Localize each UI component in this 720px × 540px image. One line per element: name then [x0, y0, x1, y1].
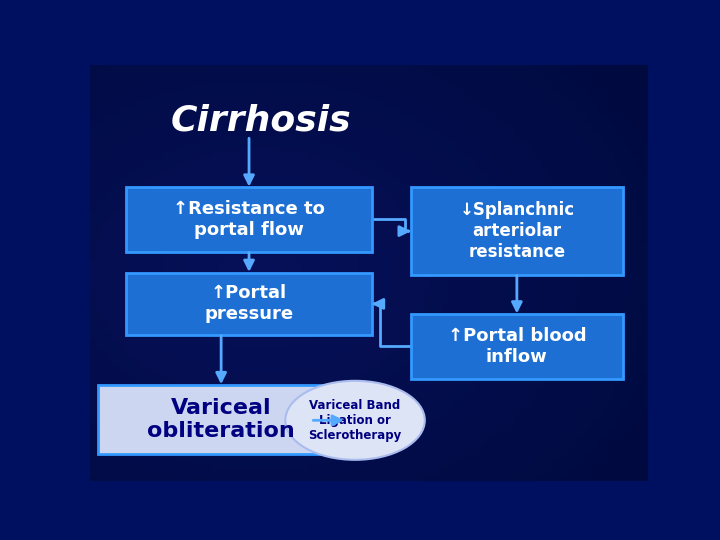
- Text: ↑Resistance to
portal flow: ↑Resistance to portal flow: [173, 200, 325, 239]
- Ellipse shape: [285, 381, 425, 460]
- FancyBboxPatch shape: [126, 187, 372, 252]
- Text: ↑Portal
pressure: ↑Portal pressure: [204, 285, 294, 323]
- Text: Cirrhosis: Cirrhosis: [171, 104, 351, 138]
- Text: Variceal Band
Ligation or
Sclerotherapy: Variceal Band Ligation or Sclerotherapy: [308, 399, 402, 442]
- FancyBboxPatch shape: [411, 314, 623, 379]
- Text: Variceal
obliteration: Variceal obliteration: [148, 397, 295, 441]
- Text: ↑Portal blood
inflow: ↑Portal blood inflow: [448, 327, 586, 366]
- FancyBboxPatch shape: [99, 385, 344, 454]
- FancyBboxPatch shape: [411, 187, 623, 275]
- Text: ↓Splanchnic
arteriolar
resistance: ↓Splanchnic arteriolar resistance: [459, 201, 575, 261]
- FancyBboxPatch shape: [126, 273, 372, 335]
